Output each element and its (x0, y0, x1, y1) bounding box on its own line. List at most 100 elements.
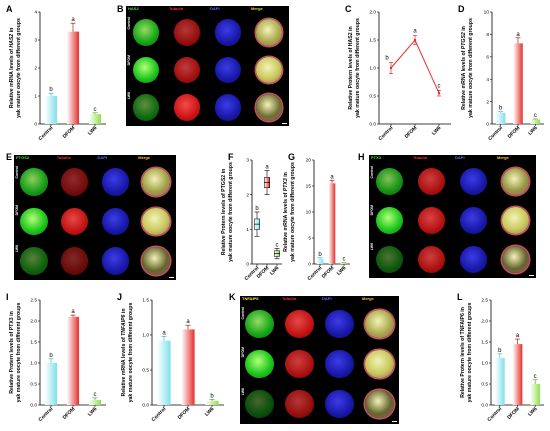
micrograph-dapi (320, 304, 359, 344)
y-tick-label: 5 (308, 236, 311, 242)
channel-header-cell: DAPI (453, 155, 494, 163)
micrograph-marker: DFOM (369, 201, 410, 240)
x-tick-label: DFOM (177, 406, 192, 421)
micrograph-dapi (95, 202, 136, 241)
significance-letter: b (49, 353, 53, 359)
y-tick-label: 0 (308, 262, 311, 268)
immunofluorescence-grid-ptgs2: PTGS2 Tubulin DAPI Merge Control DFOM LW6 (14, 155, 176, 280)
micrograph-merge (249, 51, 289, 89)
oocyte-marker (245, 309, 274, 338)
y-axis-label: Relative Protern levels of PTX3 in yak ma… (9, 303, 22, 403)
micrograph-marker: DFOM (240, 344, 279, 384)
channel-header-cell: Merge (249, 6, 289, 14)
x-tick-label: LW6 (527, 406, 539, 418)
significance-letter: a (413, 29, 417, 35)
micrograph-merge (136, 241, 176, 280)
x-tick-label-group: LW6 (269, 265, 281, 277)
micrograph-marker: LW6 (369, 240, 410, 278)
panel-letter-k: K (229, 292, 236, 302)
significance-letter: a (516, 333, 520, 339)
micrograph-dapi (320, 384, 359, 424)
y-axis-label-line1: Relative Protern levels of HAS2 in (348, 26, 354, 109)
y-tick-label: 0.5 (30, 382, 37, 388)
oocyte-merge (365, 349, 394, 379)
channel-header-cell: Tubulin (167, 6, 207, 14)
micrograph-tubulin (167, 89, 207, 126)
y-axis-label-line2: yak mature oocyte from different groups (468, 18, 474, 118)
y-axis-label: Relative Protern levels of TNFAIP6 in yak… (460, 303, 473, 403)
y-axis-label-line2: yak mature oocyte from different groups (128, 303, 134, 403)
micrograph-merge (360, 304, 399, 344)
y-tick-label: 2 (246, 192, 249, 198)
x-tick-label-group: Control (487, 125, 504, 142)
y-axis-label-line1: Relative Protern levels of PTGS2 in (221, 169, 227, 256)
row-label: DFOM (241, 347, 245, 358)
x-tick-label-group: Control (38, 125, 55, 142)
chart-ptgs2-mrna: Relative mRNA levels of PTGS2 in yak matu… (461, 10, 544, 142)
oocyte-merge (501, 168, 530, 196)
x-tick-label: LW6 (336, 265, 348, 277)
panel-letter-a: A (6, 4, 13, 14)
micrograph-marker: Control (369, 163, 410, 201)
row-label: DFOM (127, 54, 131, 65)
significance-letter: a (162, 330, 166, 336)
micrograph-tubulin (54, 163, 95, 202)
oocyte-marker (375, 206, 404, 235)
chart-ptx3-mrna: Relative mRNA levels of PTX3 in yak matur… (283, 158, 350, 282)
y-tick-label: 15 (306, 184, 312, 190)
channel-header-marker: HAS2 (128, 6, 139, 11)
x-tick-label: Control (378, 125, 395, 142)
oocyte-tubulin (417, 168, 446, 196)
significance-letter: b (498, 348, 502, 354)
immunofluorescence-grid-has2: HAS2 Tubulin DAPI Merge Control DFOM LW6 (126, 6, 289, 126)
channel-header-cell: Merge (360, 296, 399, 304)
y-tick-label: 1 (34, 94, 37, 100)
y-tick-label: 0 (486, 122, 489, 128)
panel-letter-d: D (458, 4, 465, 14)
y-tick-label: 1.5 (30, 340, 37, 346)
oocyte-marker (375, 245, 404, 273)
micrograph-dapi (453, 163, 494, 201)
x-tick-label: LW6 (87, 125, 99, 137)
micrograph-tubulin (54, 202, 95, 241)
bar-dfom (181, 329, 195, 405)
micrograph-merge (495, 163, 536, 201)
y-axis-label-line2: yak mature oocyte from different groups (16, 303, 22, 403)
bar-dfom (66, 316, 80, 405)
x-tick-label: DFOM (404, 125, 419, 140)
series-line (390, 39, 440, 94)
x-tick-label: LW6 (431, 125, 443, 137)
data-point (389, 66, 393, 70)
chart-tnfaip6-mrna: Relative mRNA levels of TNFAIP6 in yak ma… (121, 298, 224, 423)
significance-letter: a (265, 164, 269, 170)
x-tick-label-group: DFOM (404, 125, 419, 140)
x-tick-label: Control (151, 406, 168, 423)
oocyte-tubulin (60, 247, 89, 275)
y-tick-label: 3 (246, 158, 249, 164)
channel-header-tubulin: Tubulin (413, 155, 428, 160)
oocyte-marker (132, 94, 160, 121)
channel-header-dapi: DAPI (210, 6, 220, 11)
y-tick-label: 1.0 (481, 361, 488, 367)
scale-bar (529, 274, 534, 276)
channel-header-cell: Tubulin (54, 155, 95, 163)
y-axis-label-part: Relative mRNA levels of (121, 336, 127, 397)
oocyte-tubulin (285, 309, 314, 338)
oocyte-merge (255, 94, 283, 121)
micrograph-dapi (208, 14, 248, 51)
row-label: LW6 (370, 243, 374, 251)
significance-letter: c (94, 392, 97, 398)
x-tick-label-group: Control (378, 125, 395, 142)
immunofluorescence-grid-ptx3: PTX3 Tubulin DAPI Merge Control DFOM LW6 (369, 155, 536, 278)
bar-lw6 (88, 399, 102, 405)
oocyte-tubulin (60, 168, 89, 196)
x-tick-label-group: DFOM (321, 265, 336, 280)
significance-letter: c (534, 113, 537, 119)
oocyte-marker (132, 56, 160, 84)
channel-header-cell: Tubulin (411, 155, 452, 163)
y-axis-label: Relative mRNA levels of HAS2 in yak matur… (9, 18, 22, 118)
oocyte-dapi (325, 309, 354, 338)
significance-letter: c (438, 83, 441, 89)
channel-header-merge: Merge (362, 296, 374, 301)
y-axis-label-line2: yak mature oocyte from different groups (355, 18, 361, 118)
